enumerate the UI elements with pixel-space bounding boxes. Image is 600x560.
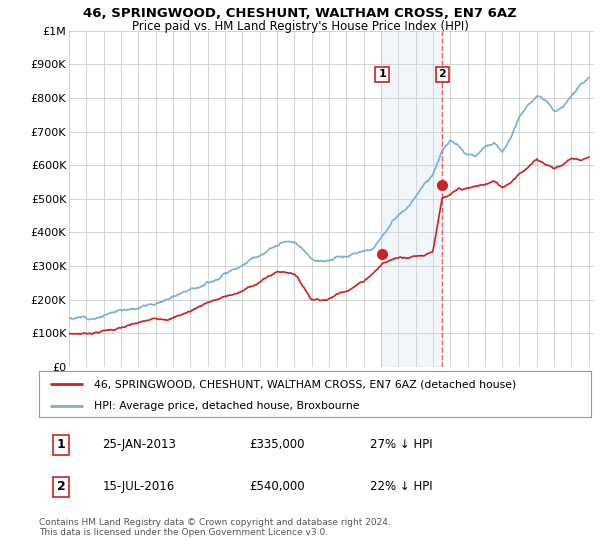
Text: Contains HM Land Registry data © Crown copyright and database right 2024.
This d: Contains HM Land Registry data © Crown c… <box>39 518 391 538</box>
Text: 46, SPRINGWOOD, CHESHUNT, WALTHAM CROSS, EN7 6AZ: 46, SPRINGWOOD, CHESHUNT, WALTHAM CROSS,… <box>83 7 517 20</box>
Text: 2: 2 <box>57 480 65 493</box>
Text: 25-JAN-2013: 25-JAN-2013 <box>103 438 176 451</box>
Text: 2: 2 <box>439 69 446 80</box>
Text: 46, SPRINGWOOD, CHESHUNT, WALTHAM CROSS, EN7 6AZ (detached house): 46, SPRINGWOOD, CHESHUNT, WALTHAM CROSS,… <box>94 379 517 389</box>
Text: £335,000: £335,000 <box>249 438 304 451</box>
Text: 1: 1 <box>378 69 386 80</box>
Bar <box>382 31 442 367</box>
Text: Price paid vs. HM Land Registry's House Price Index (HPI): Price paid vs. HM Land Registry's House … <box>131 20 469 32</box>
Text: 1: 1 <box>57 438 65 451</box>
Text: 22% ↓ HPI: 22% ↓ HPI <box>370 480 433 493</box>
Text: 27% ↓ HPI: 27% ↓ HPI <box>370 438 433 451</box>
Text: HPI: Average price, detached house, Broxbourne: HPI: Average price, detached house, Brox… <box>94 401 360 410</box>
Text: 15-JUL-2016: 15-JUL-2016 <box>103 480 175 493</box>
Text: £540,000: £540,000 <box>249 480 304 493</box>
